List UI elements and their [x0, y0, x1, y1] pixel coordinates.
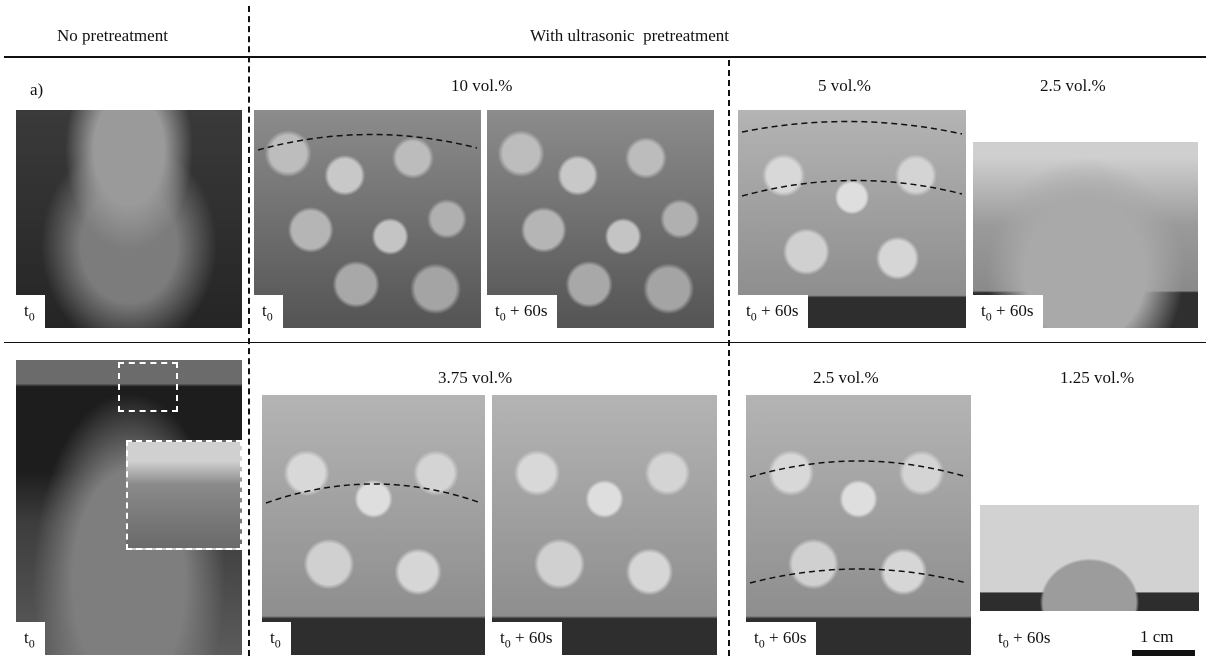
foam-photo-b1: t0: [16, 360, 242, 655]
foam-photo-b3: t0 + 60s: [492, 395, 717, 655]
row-a-cond-2: 5 vol.%: [818, 76, 871, 96]
time-label: t0 + 60s: [973, 295, 1043, 328]
row-b-cond-2: 2.5 vol.%: [813, 368, 879, 388]
scale-bar: [1132, 650, 1195, 656]
header-no-pretreatment: No pretreatment: [57, 26, 168, 46]
foam-photo-a2: t0: [254, 110, 481, 328]
foam-photo-b4: t0 + 60s: [746, 395, 971, 655]
scale-bar-label: 1 cm: [1140, 627, 1174, 647]
foam-photo-a4: t0 + 60s: [738, 110, 966, 328]
time-label: t0 + 60s: [738, 295, 808, 328]
row-b-cond-1: 3.75 vol.%: [438, 368, 512, 388]
time-label-b5: t0 + 60s: [998, 628, 1050, 651]
divider-pretreatment: [248, 6, 250, 656]
foam-boundary-curve: [746, 395, 971, 655]
time-label: t0: [254, 295, 283, 328]
zoom-source-box: [118, 362, 178, 412]
zoom-inset: [126, 440, 242, 550]
row-a-cond-1: 10 vol.%: [451, 76, 512, 96]
foam-boundary-curve: [262, 395, 485, 655]
row-a-cond-3: 2.5 vol.%: [1040, 76, 1106, 96]
foam-photo-a5: t0 + 60s: [973, 142, 1198, 328]
time-label: t0 + 60s: [492, 622, 562, 655]
header-with-ultrasonic: With ultrasonic pretreatment: [530, 26, 729, 46]
row-separator: [4, 342, 1206, 343]
foam-photo-b2: t0: [262, 395, 485, 655]
foam-boundary-curve: [254, 110, 481, 328]
foam-photo-a3: t0 + 60s: [487, 110, 714, 328]
divider-concentration: [728, 60, 730, 656]
time-label: t0: [16, 295, 45, 328]
time-label: t0: [16, 622, 45, 655]
time-label: t0 + 60s: [746, 622, 816, 655]
row-b-cond-3: 1.25 vol.%: [1060, 368, 1134, 388]
time-label: t0 + 60s: [487, 295, 557, 328]
foam-photo-a1: t0: [16, 110, 242, 328]
header-rule: [4, 56, 1206, 58]
foam-photo-b5: [980, 505, 1199, 611]
row-a-label: a): [30, 80, 43, 100]
time-label: t0: [262, 622, 291, 655]
